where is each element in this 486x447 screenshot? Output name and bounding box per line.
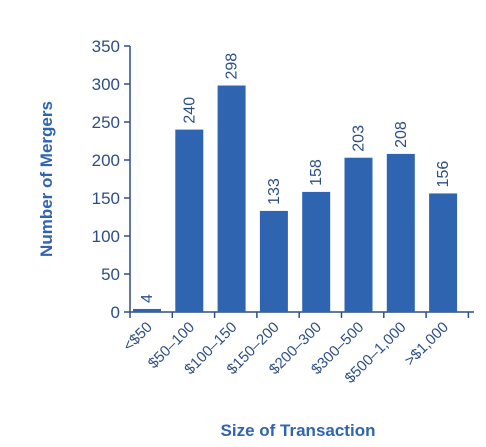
- y-axis-title: Number of Mergers: [37, 101, 56, 257]
- y-tick-label: 250: [92, 113, 120, 132]
- x-axis-title: Size of Transaction: [221, 421, 376, 440]
- x-tick-label: >$1,000: [401, 319, 452, 370]
- data-label: 156: [435, 161, 452, 188]
- y-tick-label: 50: [101, 265, 120, 284]
- y-tick-label: 200: [92, 151, 120, 170]
- y-tick-label: 100: [92, 227, 120, 246]
- bars: [133, 85, 458, 313]
- bar: [259, 210, 288, 312]
- data-label: 203: [351, 125, 368, 152]
- bar: [133, 308, 161, 312]
- data-label: 158: [308, 159, 325, 186]
- data-label: 240: [181, 97, 198, 124]
- bar: [386, 153, 415, 312]
- data-label: 4: [139, 294, 156, 303]
- x-axis-ticks: <$50$50–100$100–150$150–200$200–300$300–…: [120, 312, 470, 387]
- y-tick-label: 350: [92, 37, 120, 56]
- bar: [217, 85, 246, 313]
- bar: [429, 193, 458, 312]
- y-axis-ticks: 0 50 100 150 200 250 300 350: [92, 37, 130, 322]
- x-tick-label: <$50: [120, 319, 156, 355]
- y-tick-label: 300: [92, 75, 120, 94]
- data-label: 133: [266, 178, 283, 205]
- y-tick-label: 0: [111, 303, 120, 322]
- y-tick-label: 150: [92, 189, 120, 208]
- data-labels: 4 240 298 133 158 203 208 156: [139, 53, 452, 303]
- data-label: 208: [393, 121, 410, 148]
- bar: [175, 129, 204, 312]
- bar: [344, 157, 373, 312]
- bar: [302, 191, 331, 312]
- data-label: 298: [224, 53, 241, 80]
